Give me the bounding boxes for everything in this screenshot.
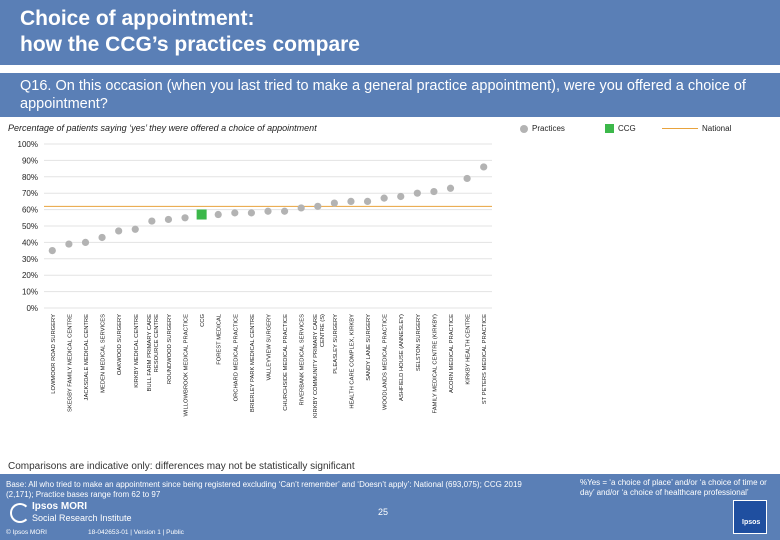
practice-comparison-chart: 0% 10% 20% 30% 40% 50% 60% 70% 80% 90% 100% LOWMOOR… bbox=[18, 140, 492, 418]
practice-point bbox=[115, 227, 123, 235]
practice-point bbox=[347, 197, 355, 205]
practice-point bbox=[480, 163, 488, 171]
x-category-label: HEALTH CARE COMPLEX, KIRKBY bbox=[349, 314, 355, 409]
practice-point bbox=[380, 194, 388, 202]
x-category-label: RIVERBANK MEDICAL SERVICES bbox=[300, 314, 306, 406]
title-line-1: Choice of appointment: bbox=[20, 7, 255, 30]
legend-ccg: CCG bbox=[605, 124, 636, 133]
y-tick-label: 80% bbox=[22, 173, 38, 182]
practice-point bbox=[363, 197, 372, 205]
y-tick-label: 100% bbox=[18, 140, 38, 149]
practice-point bbox=[314, 202, 322, 210]
practice-point bbox=[65, 240, 73, 248]
x-category-label: SKEGBY FAMILY MEDICAL CENTRE bbox=[67, 314, 73, 412]
x-category-label: SANDY LANE SURGERY bbox=[366, 314, 372, 381]
page-title: Choice of appointment: how the CCG’s pra… bbox=[20, 6, 360, 58]
x-category-label: ROUNDWOOD SURGERY bbox=[167, 314, 173, 384]
practice-point bbox=[214, 210, 222, 219]
legend-ccg-label: CCG bbox=[618, 124, 636, 133]
x-category-label: MEDEN MEDICAL SERVICES bbox=[101, 314, 107, 393]
practice-point bbox=[297, 204, 305, 212]
practice-point bbox=[446, 184, 455, 192]
legend-national-swatch bbox=[662, 128, 698, 129]
ccg-point bbox=[196, 209, 207, 220]
x-category-label: FAMILY MEDICAL CENTRE (KIRKBY) bbox=[432, 314, 438, 413]
practice-point bbox=[463, 174, 471, 183]
chart-subtitle: Percentage of patients saying ‘yes’ they… bbox=[8, 123, 317, 133]
x-category-label: VALLEYVIEW SURGERY bbox=[267, 314, 273, 381]
legend-national-label: National bbox=[702, 124, 732, 133]
title-line-2: how the CCG’s practices compare bbox=[20, 33, 360, 56]
y-tick-label: 20% bbox=[22, 271, 38, 280]
x-category-label: ORCHARD MEDICAL PRACTICE bbox=[233, 314, 239, 402]
x-category-label: WILLOWBROOK MEDICAL PRACTICE bbox=[184, 314, 190, 417]
y-tick-label: 90% bbox=[22, 156, 38, 165]
practice-point bbox=[164, 215, 173, 224]
legend-practices: Practices bbox=[520, 124, 565, 133]
page-number: 25 bbox=[378, 507, 389, 517]
x-category-label: CENTRE (S) bbox=[320, 314, 326, 347]
x-category-label: ASHFIELD HOUSE (ANNESLEY) bbox=[399, 314, 405, 401]
practice-point bbox=[430, 187, 438, 196]
legend-national: National bbox=[662, 124, 731, 133]
practice-point bbox=[148, 217, 156, 225]
question-banner: Q16. On this occasion (when you last tri… bbox=[0, 73, 780, 117]
x-category-label: KIRKBY MEDICAL CENTRE bbox=[134, 314, 140, 388]
x-category-label: WOODLANDS MEDICAL PRACTICE bbox=[383, 314, 389, 410]
practice-point bbox=[181, 214, 189, 222]
y-tick-label: 50% bbox=[22, 222, 38, 231]
x-category-label: CHURCHSIDE MEDICAL PRACTICE bbox=[283, 314, 289, 411]
practice-point bbox=[231, 209, 239, 217]
y-tick-label: 70% bbox=[22, 189, 38, 198]
practice-point bbox=[397, 192, 405, 201]
x-category-label: BRIERLEY PARK MEDICAL CENTRE bbox=[250, 314, 256, 412]
y-tick-label: 40% bbox=[22, 238, 38, 247]
x-category-label: OAKWOOD SURGERY bbox=[117, 314, 123, 375]
chart-legend: Practices CCG National bbox=[520, 123, 775, 137]
ipsos-logo-icon: Ipsos bbox=[733, 500, 767, 534]
x-category-label: KIRKBY HEALTH CENTRE bbox=[466, 314, 472, 385]
job-reference: 18-042653-01 | Version 1 | Public bbox=[88, 529, 184, 536]
ipsos-logo-text: Ipsos bbox=[742, 519, 761, 526]
practice-point bbox=[280, 207, 289, 215]
legend-ccg-swatch bbox=[605, 124, 614, 133]
question-text: Q16. On this occasion (when you last tri… bbox=[20, 78, 746, 112]
legend-practices-swatch bbox=[520, 124, 528, 133]
practice-point bbox=[131, 225, 139, 233]
x-category-label: PLEASLEY SURGERY bbox=[333, 314, 339, 374]
y-tick-label: 0% bbox=[26, 304, 38, 313]
comparison-note: Comparisons are indicative only: differe… bbox=[8, 461, 355, 472]
practice-point bbox=[81, 238, 90, 246]
x-category-label: BULL FARM PRIMARY CARE bbox=[147, 314, 153, 392]
legend-practices-label: Practices bbox=[532, 124, 565, 133]
x-category-label: ACORN MEDICAL PRACTICE bbox=[449, 314, 455, 393]
practice-point bbox=[330, 199, 338, 207]
brand-institute: Social Research Institute bbox=[32, 513, 132, 523]
practice-point bbox=[264, 207, 272, 215]
ipsos-mori-logo-icon bbox=[10, 503, 30, 523]
brand-name: Ipsos MORI bbox=[32, 501, 88, 512]
y-tick-label: 30% bbox=[22, 255, 38, 264]
x-category-label: RESOURCE CENTRE bbox=[154, 314, 160, 372]
x-category-label: ST PETERS MEDICAL PRACTICE bbox=[482, 314, 488, 404]
title-banner: Choice of appointment: how the CCG’s pra… bbox=[0, 0, 780, 65]
practice-point bbox=[48, 247, 56, 255]
x-category-label: JACKSDALE MEDICAL CENTRE bbox=[84, 314, 90, 401]
y-tick-label: 10% bbox=[22, 288, 38, 297]
x-category-label: SELSTON SURGERY bbox=[416, 314, 422, 371]
practice-point bbox=[98, 233, 106, 242]
practice-point bbox=[413, 189, 421, 197]
definition-text: %Yes = ‘a choice of place’ and/or ‘a cho… bbox=[580, 478, 767, 497]
x-category-label: LOWMOOR ROAD SURGERY bbox=[51, 314, 57, 394]
footer: Base: All who tried to make an appointme… bbox=[0, 474, 780, 540]
base-text: Base: All who tried to make an appointme… bbox=[6, 480, 522, 499]
x-category-label: KIRKBY COMMUNITY PRIMARY CARE bbox=[313, 314, 319, 418]
y-tick-label: 60% bbox=[22, 206, 38, 215]
copyright: © Ipsos MORI bbox=[6, 529, 47, 536]
x-category-label: FOREST MEDICAL bbox=[217, 313, 223, 365]
practice-point bbox=[247, 209, 256, 217]
x-category-label: CCG bbox=[200, 314, 206, 327]
